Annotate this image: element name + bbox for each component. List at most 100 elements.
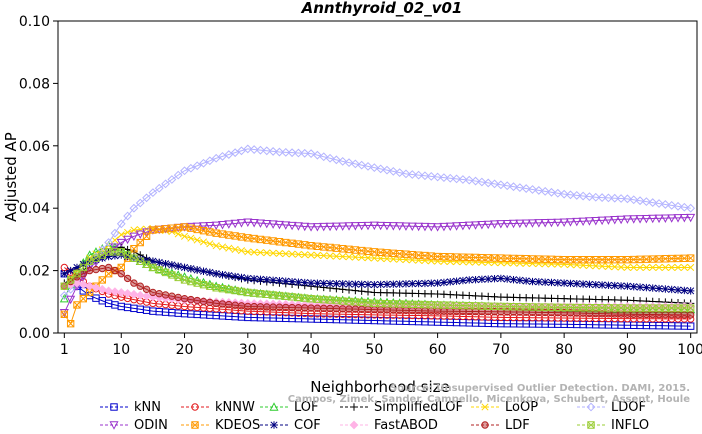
legend-marker-lof [269, 402, 279, 411]
data-point-odin [306, 223, 316, 232]
data-point-cof [174, 262, 182, 270]
data-point-ldof [591, 192, 601, 202]
data-point-kdeos [98, 276, 106, 284]
data-point-cof [655, 284, 663, 293]
data-point-loop [383, 255, 391, 263]
data-point-odin [236, 219, 247, 228]
data-point-ldf [452, 307, 461, 316]
data-point-odin [616, 215, 626, 225]
data-point-ldof [192, 161, 202, 171]
data-point-ldof [464, 175, 474, 185]
data-point-ldf [408, 306, 416, 315]
data-point-loop [680, 263, 688, 272]
data-point-odin [319, 222, 329, 232]
legend-marker-knn [110, 403, 118, 411]
data-point-loop [326, 252, 334, 260]
data-point-ldof [578, 191, 588, 201]
data-point-cof [231, 272, 239, 281]
data-point-cof [275, 277, 284, 285]
data-point-loop [313, 251, 321, 259]
data-point-inflo [85, 257, 94, 265]
data-point-ldof [648, 198, 658, 207]
data-point-loop [301, 251, 309, 259]
data-point-knn [686, 322, 695, 330]
data-point-ldof [110, 228, 120, 238]
data-point-odin [603, 216, 613, 225]
data-point-ldof [540, 186, 550, 196]
data-point-odin [641, 214, 651, 224]
data-point-lof [610, 304, 620, 313]
data-point-ldof [521, 184, 531, 193]
data-point-ldof [585, 192, 594, 202]
data-point-odin [344, 222, 354, 231]
data-point-odin [420, 222, 430, 232]
data-point-loop [655, 263, 663, 272]
data-point-odin [249, 219, 259, 228]
data-point-ldof [660, 200, 670, 209]
data-point-fastabod [116, 288, 126, 297]
data-point-ldf [111, 266, 119, 275]
data-point-knnw [686, 315, 695, 323]
x-tick-label: 10 [112, 342, 130, 358]
x-tick-label: 90 [618, 342, 636, 358]
data-point-odin [508, 219, 519, 229]
data-point-odin [59, 309, 69, 318]
data-point-cof [364, 280, 372, 289]
data-point-cof [592, 280, 600, 289]
data-point-odin [205, 221, 215, 231]
data-point-loop [630, 263, 638, 272]
data-point-ldf [244, 302, 252, 311]
data-point-odin [496, 220, 506, 229]
data-point-ldof [230, 148, 240, 158]
data-point-simplifiedlof [357, 287, 366, 295]
data-point-odin [325, 222, 335, 232]
data-point-simplifiedlof [509, 293, 518, 302]
data-point-odin [540, 219, 550, 228]
data-point-ldf [649, 310, 657, 319]
data-point-inflo [73, 270, 81, 278]
data-point-loop [199, 238, 208, 246]
data-point-cof [136, 255, 144, 263]
legend-marker-loop [481, 403, 489, 411]
data-point-ldof [205, 156, 215, 166]
data-point-ldf [231, 301, 239, 309]
data-point-ldof [401, 169, 411, 179]
data-point-simplifiedlof [554, 294, 562, 303]
legend-item-ldf: LDF [471, 418, 530, 433]
data-point-ldf [623, 310, 632, 318]
legend-label-knn: kNN [134, 400, 161, 415]
data-point-odin [426, 223, 436, 232]
data-point-cof [320, 279, 328, 288]
data-point-ldof [173, 170, 183, 180]
data-point-cof [573, 280, 581, 288]
y-tick-label: 0.04 [19, 201, 50, 217]
data-point-cof [535, 278, 543, 286]
data-point-odin [300, 222, 310, 232]
data-point-simplifiedlof [503, 293, 511, 301]
data-point-loop [364, 254, 372, 262]
data-point-loop [231, 245, 239, 253]
data-point-odin [293, 222, 303, 231]
data-point-cof [465, 276, 473, 284]
data-point-odin [274, 220, 284, 230]
y-axis-label: Adjusted AP [2, 132, 20, 222]
data-point-odin [578, 217, 588, 227]
data-point-cof [554, 279, 562, 287]
data-point-simplifiedlof [585, 295, 594, 304]
data-point-odin [338, 222, 348, 231]
data-point-kdeos [142, 232, 151, 240]
data-point-ldf [320, 304, 328, 313]
data-point-cof [383, 280, 391, 289]
data-point-ldf [161, 291, 170, 299]
data-point-ldof [312, 150, 322, 160]
data-point-ldf [339, 305, 347, 313]
data-point-ldof [218, 152, 227, 161]
data-point-inflo [66, 276, 75, 284]
data-point-ldof [224, 150, 234, 159]
data-point-simplifiedlof [383, 289, 391, 297]
data-point-cof [560, 279, 568, 287]
data-point-ldf [180, 294, 189, 303]
x-tick-label: 70 [492, 342, 510, 358]
data-point-fastabod [78, 280, 88, 290]
data-point-simplifiedlof [433, 290, 442, 298]
